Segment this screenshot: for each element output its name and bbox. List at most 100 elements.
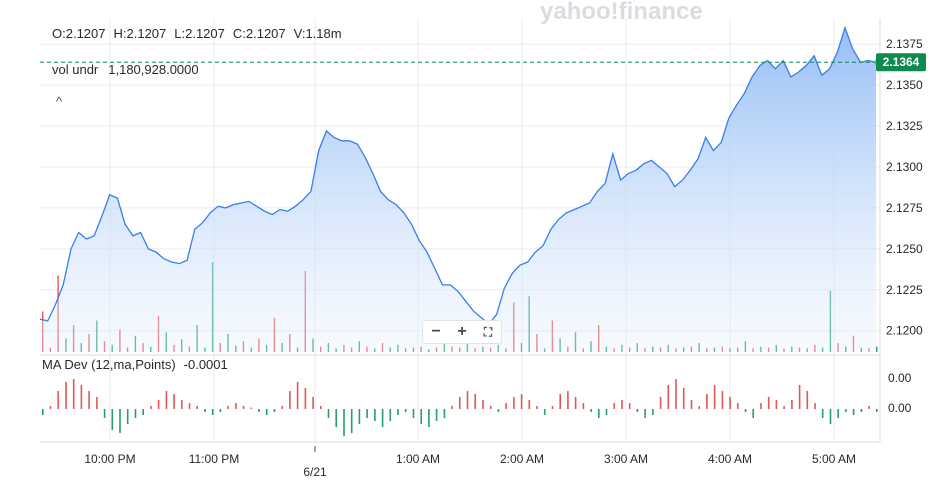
fullscreen-icon[interactable]: ⛶ [483,324,493,339]
ma-dev-bar [868,406,870,409]
ma-dev-bar [806,391,809,409]
ma-dev-bar [605,409,608,415]
ma-dev-bar [273,409,276,412]
ma-dev-bar [852,409,855,415]
ma-dev-bar [88,391,90,409]
ma-dev-bar [860,409,863,412]
ma-dev-bar [459,397,461,409]
ma-dev-bar [304,388,307,409]
volume-bar [876,346,878,352]
ma-dev-bar [281,406,283,409]
ma-dev-bar [227,406,229,409]
ma-dev-bar [482,400,484,409]
price-tick-label: 2.1200 [886,324,923,338]
time-tick-label: 3:00 AM [604,452,648,466]
price-tick-label: 2.1350 [886,78,923,92]
ma-dev-bar [752,409,754,418]
time-tick-label: 4:00 AM [708,452,752,466]
ma-dev-histogram [42,379,878,436]
ma-dev-bar [729,397,731,409]
ma-dev-bar [767,397,770,409]
ma-dev-tick-label: 0.00 [888,371,912,385]
ma-dev-bar [389,409,392,421]
ma-dev-bar [173,394,175,409]
ma-dev-bar [320,406,322,409]
ma-dev-bar [80,385,83,409]
ma-dev-bar [690,400,693,409]
ma-dev-bar [103,409,106,418]
date-tick-label: 6/21 [303,465,327,479]
ma-dev-bar [327,409,330,418]
ma-dev-bar [296,382,299,409]
ma-dev-bar [412,409,415,418]
ma-dev-bar [636,409,639,412]
ma-dev-bar [397,409,399,415]
ma-dev-value: -0.0001 [183,357,228,372]
volume-indicator-value: 1,180,928.0000 [108,62,199,77]
close-value: C:2.1207 [232,26,286,41]
collapse-legend-button[interactable]: ^ [55,94,63,109]
ma-dev-bar [652,409,654,415]
ma-dev-bar [706,394,708,409]
current-price-label: 2.1364 [883,55,920,69]
ma-dev-bar [713,385,716,409]
price-tick-label: 2.1375 [886,37,923,51]
ma-dev-bar [188,403,191,409]
ma-dev-bar [513,397,515,409]
ma-dev-bar [760,403,762,409]
ma-dev-legend: MA Dev (12,ma,Points) -0.0001 [42,357,228,372]
ma-dev-bar [474,394,476,409]
ma-dev-bar [659,397,662,409]
ma-dev-bar [567,391,569,409]
ma-dev-bar [628,403,631,409]
ma-dev-bar [428,409,430,427]
ma-dev-bar [737,403,739,409]
ma-dev-bar [621,400,623,409]
ma-dev-bar [219,409,222,412]
time-tick-label: 1:00 AM [396,452,440,466]
volume-indicator-label: vol undr 1,180,928.0000 [52,62,199,77]
ma-dev-bar [366,409,368,418]
ma-dev-bar [289,391,291,409]
yahoo-finance-logo: yahoo!finance [540,0,703,25]
ma-dev-bar [196,406,198,409]
time-tick-label: 10:00 PM [84,452,135,466]
ma-dev-bar [96,397,98,409]
ma-dev-bar [497,409,500,412]
zoom-out-button[interactable]: − [431,323,441,340]
ma-dev-bar [644,409,646,418]
price-axis: 2.1375 2.1350 2.1325 2.1300 2.1275 2.1250 2.12… [886,37,923,338]
ma-dev-bar [791,400,793,409]
ma-dev-bar [845,409,847,412]
ma-dev-bar [814,403,816,409]
ma-dev-bar [876,409,878,412]
time-tick-label: 2:00 AM [500,452,544,466]
ma-dev-bar [335,409,337,427]
ma-dev-bar [381,409,384,427]
ma-dev-bar [559,394,561,409]
ma-dev-bar [536,406,538,409]
volume-indicator-name: vol undr [52,62,99,77]
ma-dev-bar [520,394,523,409]
open-value: O:2.1207 [52,26,106,41]
ma-dev-bar [242,406,245,409]
time-tick-label: 5:00 AM [812,452,856,466]
price-line [39,25,877,326]
ma-dev-bar [235,403,237,409]
zoom-in-button[interactable]: + [457,323,467,340]
ma-dev-bar [613,403,615,409]
ma-dev-bar [126,409,129,424]
ma-dev-bar [837,409,839,418]
volume-value: V:1.18m [293,26,342,41]
time-tick-label: 11:00 PM [189,452,239,466]
zoom-controls: − + ⛶ [422,320,502,344]
ma-dev-bar [435,409,438,421]
ma-dev-bar [150,406,152,409]
ma-dev-bar [505,403,507,409]
current-price-tag: 2.1364 [876,53,926,72]
ma-dev-bar [258,409,260,412]
ma-dev-bar [343,409,345,436]
ma-dev-bar [783,406,785,409]
ma-dev-bar [57,391,59,409]
